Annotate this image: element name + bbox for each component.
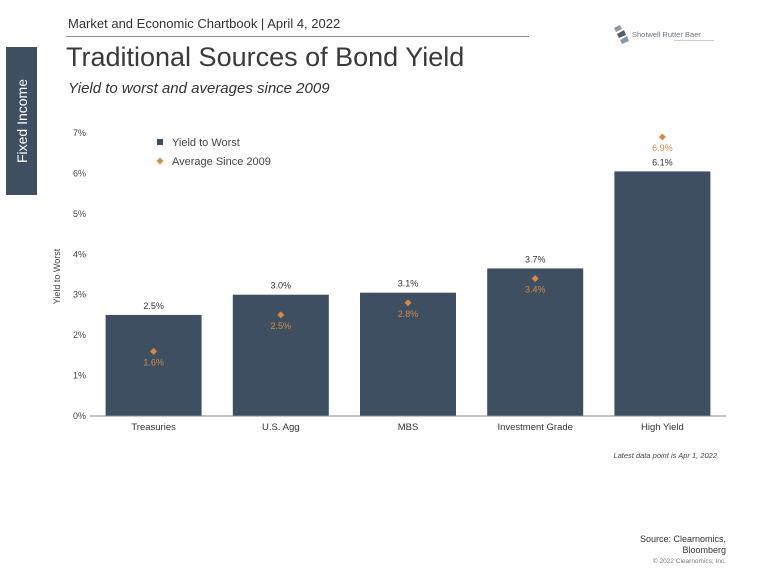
- latest-data-note: Latest data point is Apr 1, 2022: [613, 451, 717, 460]
- page-title: Traditional Sources of Bond Yield: [66, 42, 465, 72]
- average-data-label: 6.9%: [652, 143, 673, 153]
- logo-mark-icon: [614, 25, 629, 44]
- bar-data-label: 3.0%: [271, 281, 292, 291]
- x-tick-label: Investment Grade: [497, 422, 573, 433]
- bar: [360, 292, 456, 416]
- legend-label-yield-to-worst: Yield to Worst: [172, 137, 240, 149]
- legend-label-average: Average Since 2009: [172, 156, 271, 168]
- copyright-text: © 2022 Clearnomics, Inc.: [652, 558, 726, 565]
- header-divider: [66, 36, 529, 37]
- bar-data-label: 6.1%: [652, 157, 673, 167]
- bar: [614, 171, 711, 416]
- y-tick-label: 2%: [73, 330, 86, 340]
- x-tick-label: Treasuries: [131, 422, 176, 433]
- bar: [105, 314, 202, 416]
- average-marker: [277, 311, 285, 319]
- bar-data-label: 2.5%: [143, 301, 164, 311]
- logo-underline: [674, 40, 714, 41]
- page-subtitle: Yield to worst and averages since 2009: [68, 80, 330, 97]
- y-axis-label: Yield to Worst: [52, 248, 62, 304]
- company-logo: Shotwell Rutter Baer: [612, 24, 732, 48]
- x-tick-label: High Yield: [641, 422, 684, 433]
- y-tick-label: 3%: [73, 290, 86, 300]
- side-tab-fixed-income: Fixed Income: [6, 47, 37, 195]
- average-data-label: 2.5%: [271, 321, 292, 331]
- legend-swatch-average: [156, 157, 164, 165]
- source-text: Source: Clearnomics, Bloomberg: [640, 534, 726, 556]
- average-data-label: 3.4%: [525, 285, 546, 295]
- y-tick-label: 1%: [73, 371, 86, 381]
- y-tick-label: 0%: [73, 411, 86, 421]
- legend-swatch-yield-to-worst: [157, 139, 163, 145]
- y-tick-label: 6%: [73, 168, 86, 178]
- y-tick-label: 5%: [73, 209, 86, 219]
- x-tick-label: U.S. Agg: [262, 422, 300, 433]
- bar-data-label: 3.1%: [398, 279, 419, 289]
- average-marker: [531, 275, 539, 283]
- y-tick-label: 4%: [73, 249, 86, 259]
- average-marker: [404, 299, 412, 307]
- average-data-label: 2.8%: [398, 309, 419, 319]
- x-tick-label: MBS: [398, 422, 419, 433]
- average-marker: [658, 133, 666, 141]
- y-tick-label: 7%: [73, 128, 86, 138]
- logo-text: Shotwell Rutter Baer: [632, 30, 701, 39]
- bar: [487, 268, 584, 416]
- average-data-label: 1.6%: [143, 357, 164, 367]
- source-line-2: Bloomberg: [682, 545, 726, 555]
- average-marker: [150, 347, 158, 355]
- bar-data-label: 3.7%: [525, 254, 546, 264]
- chartbook-header: Market and Economic Chartbook | April 4,…: [68, 16, 341, 31]
- source-line-1: Source: Clearnomics,: [639, 534, 726, 544]
